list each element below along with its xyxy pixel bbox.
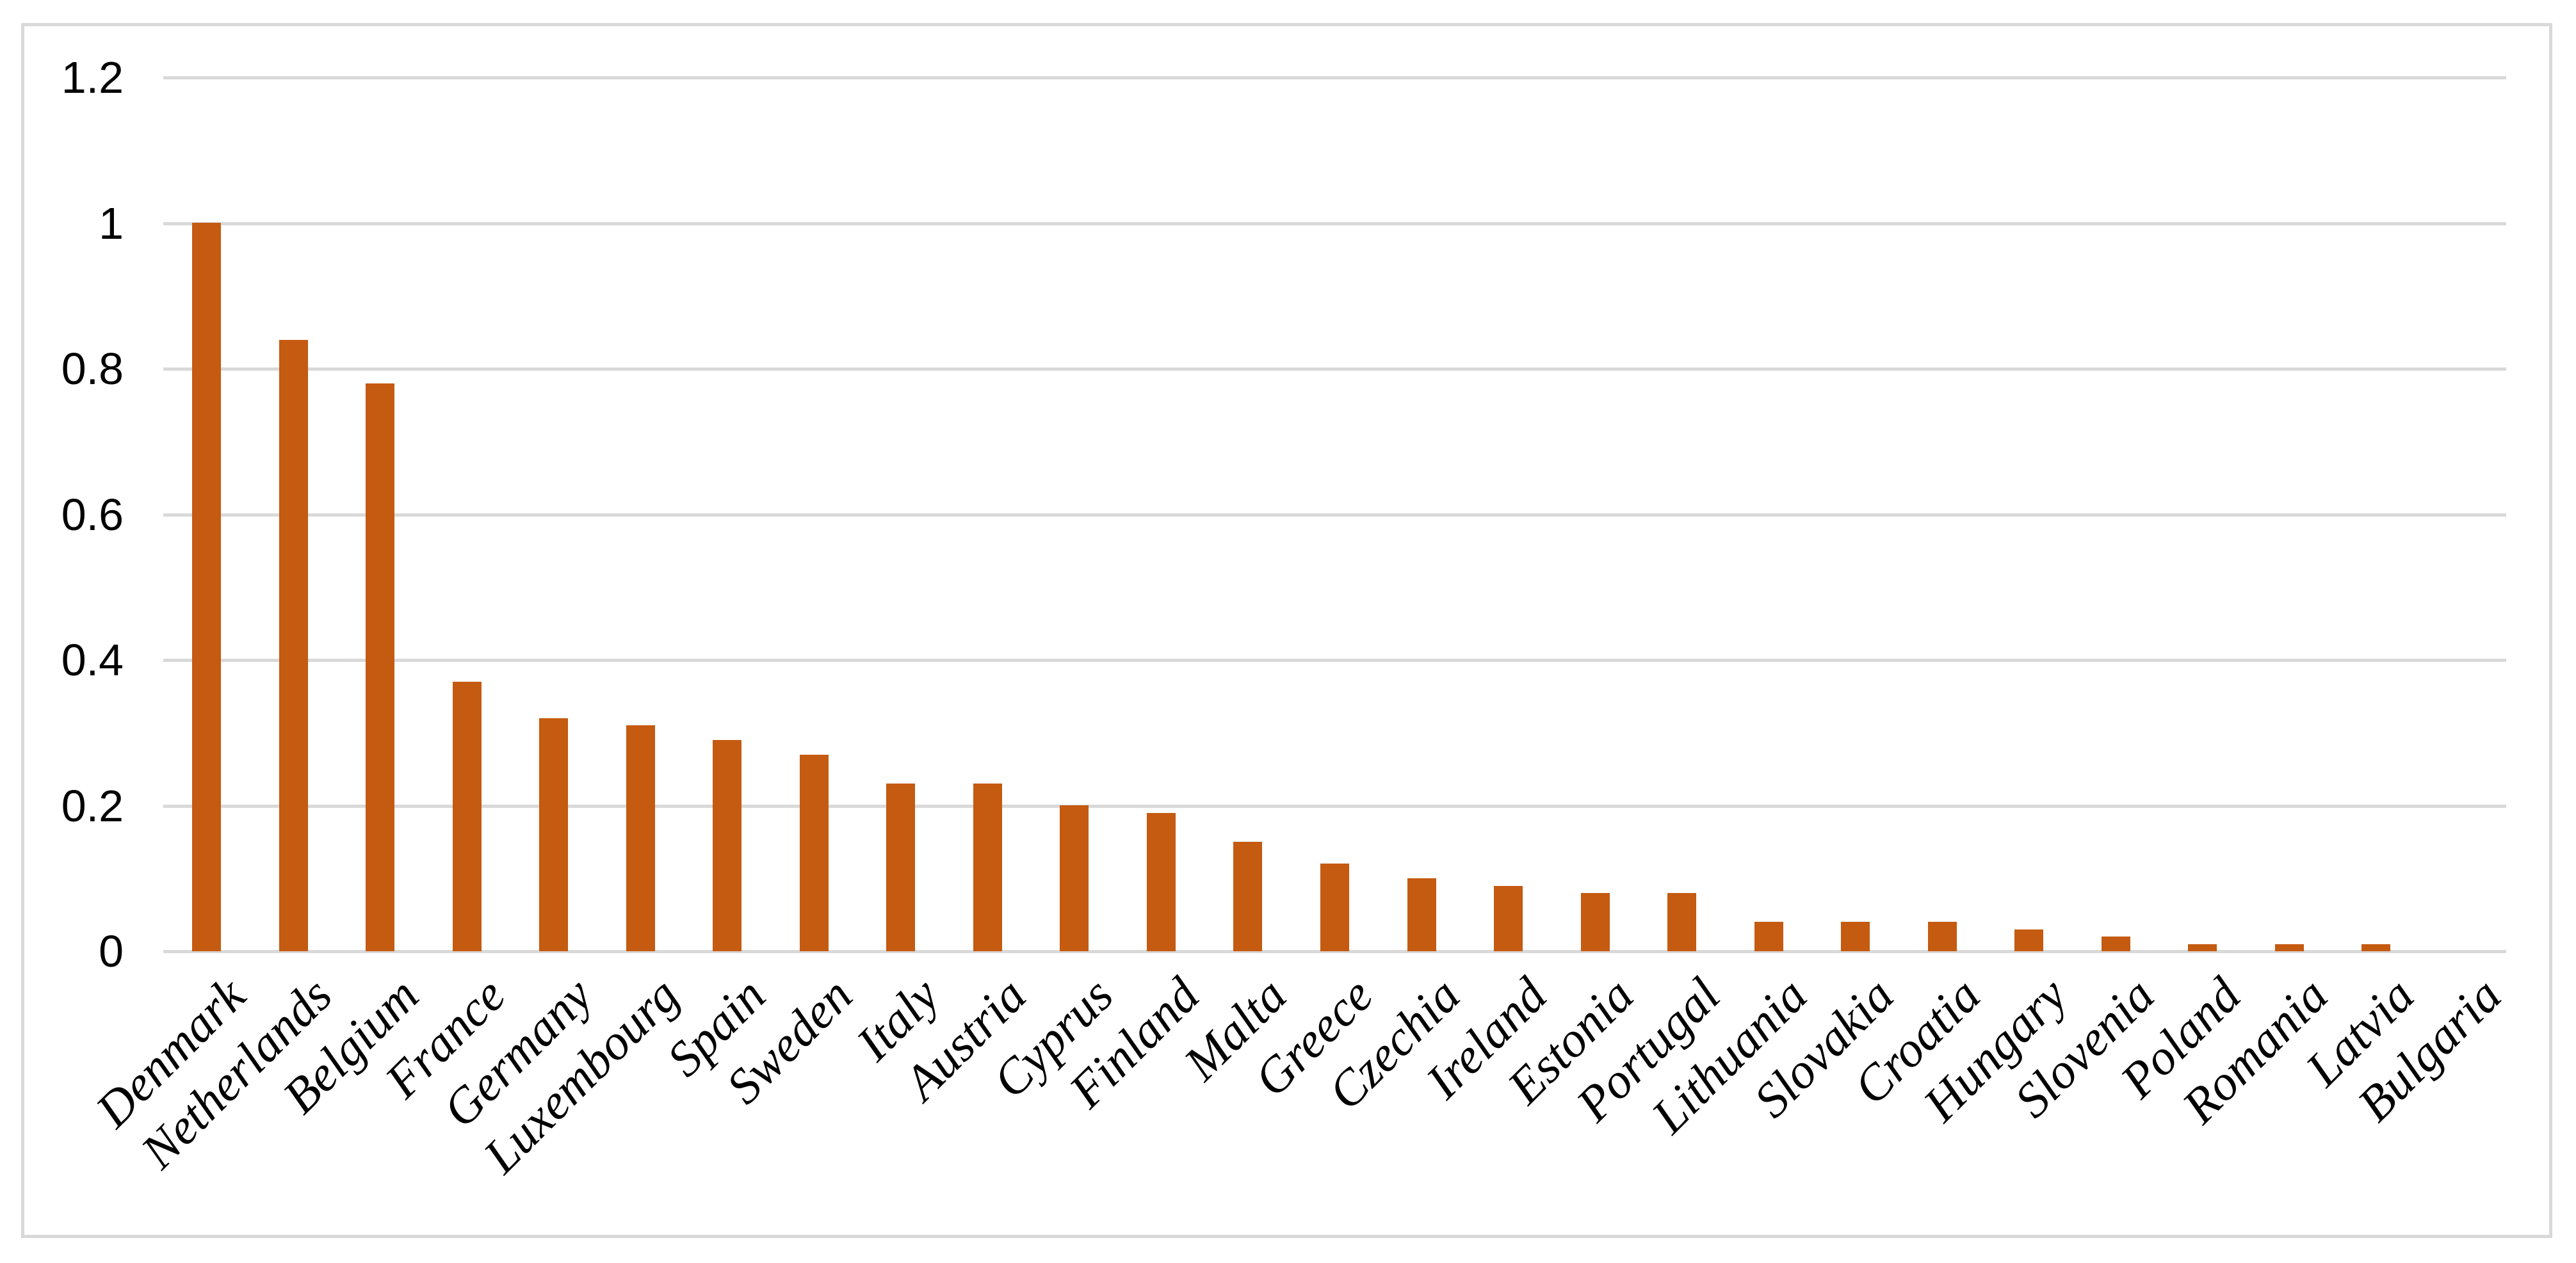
bar [279, 340, 308, 951]
bar [1494, 886, 1523, 951]
y-tick-label: 0.6 [61, 489, 124, 540]
y-tick-label: 1.2 [61, 52, 124, 102]
bar [1928, 922, 1957, 951]
bar [1581, 893, 1610, 951]
bar [453, 682, 482, 951]
chart-frame-border [21, 23, 2552, 1238]
bar [192, 223, 221, 951]
bar [2102, 937, 2130, 951]
bar [1147, 813, 1176, 951]
gridline [163, 804, 2506, 808]
bar [626, 725, 655, 951]
bar [800, 755, 829, 951]
bar [1320, 864, 1349, 951]
bar [2275, 944, 2304, 951]
bar [2014, 929, 2043, 951]
bar [366, 383, 394, 951]
gridline [163, 76, 2506, 79]
y-tick-label: 1 [99, 198, 124, 248]
bar [1233, 842, 1262, 951]
gridline [163, 367, 2506, 371]
bar [1060, 805, 1089, 951]
bar [1754, 922, 1783, 951]
bar [713, 740, 741, 951]
y-tick-label: 0.2 [61, 780, 124, 831]
x-axis-line [163, 950, 2506, 953]
bar [886, 784, 915, 951]
gridline [163, 659, 2506, 662]
gridline [163, 513, 2506, 517]
y-tick-label: 0 [99, 926, 124, 976]
gridline [163, 221, 2506, 225]
bar [1841, 922, 1870, 951]
bar [1667, 893, 1696, 951]
bar [539, 718, 568, 951]
bar [2188, 944, 2217, 951]
bar [973, 784, 1002, 951]
y-tick-label: 0.8 [61, 344, 124, 394]
bar [2361, 944, 2390, 951]
y-tick-label: 0.4 [61, 635, 124, 685]
bar [1407, 878, 1436, 951]
